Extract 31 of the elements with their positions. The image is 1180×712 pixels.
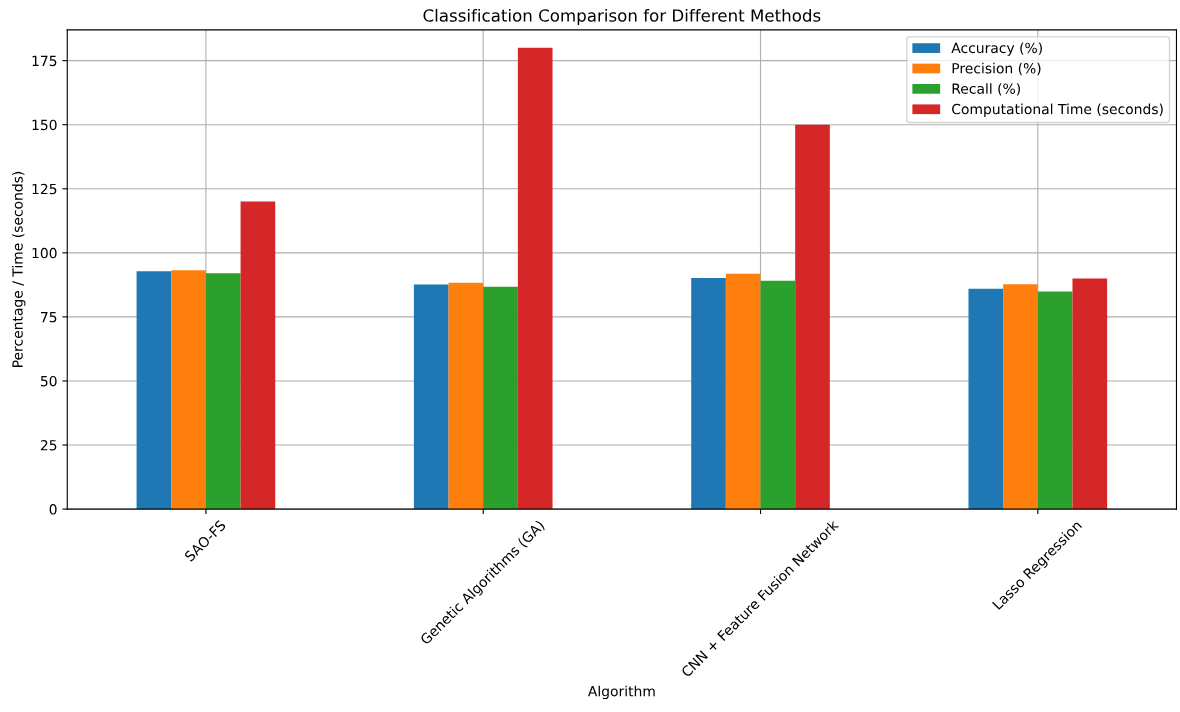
y-tick-label: 50 bbox=[40, 375, 57, 387]
legend-label: Computational Time (seconds) bbox=[952, 103, 1163, 117]
bar bbox=[205, 273, 241, 510]
bar bbox=[725, 273, 761, 510]
x-axis-title: Algorithm bbox=[587, 685, 655, 700]
bar bbox=[968, 288, 1004, 510]
bar bbox=[171, 270, 206, 510]
y-axis-title: Percentage / Time (seconds) bbox=[12, 171, 26, 367]
bar bbox=[1003, 284, 1038, 510]
bar bbox=[413, 284, 449, 510]
legend-label: Precision (%) bbox=[952, 62, 1041, 76]
y-tick-label: 0 bbox=[49, 504, 57, 515]
legend-label: Accuracy (%) bbox=[951, 42, 1042, 56]
bar bbox=[448, 282, 484, 510]
bar bbox=[517, 47, 553, 510]
y-tick-label: 125 bbox=[32, 183, 57, 195]
y-tick-label: 25 bbox=[40, 439, 57, 451]
y-tick-label: 100 bbox=[32, 247, 57, 259]
bar bbox=[483, 286, 518, 510]
bar bbox=[136, 271, 172, 510]
bar bbox=[1072, 278, 1108, 510]
legend-label: Recall (%) bbox=[952, 83, 1020, 96]
y-tick-label: 175 bbox=[32, 55, 57, 67]
bar bbox=[691, 277, 726, 510]
bar bbox=[240, 201, 276, 510]
y-tick-label: 150 bbox=[32, 119, 57, 131]
bar bbox=[795, 124, 830, 510]
y-tick-label: 75 bbox=[41, 312, 57, 323]
bar bbox=[760, 280, 796, 510]
chart-title: Classification Comparison for Different Methods bbox=[423, 8, 821, 26]
bar bbox=[1037, 291, 1073, 510]
